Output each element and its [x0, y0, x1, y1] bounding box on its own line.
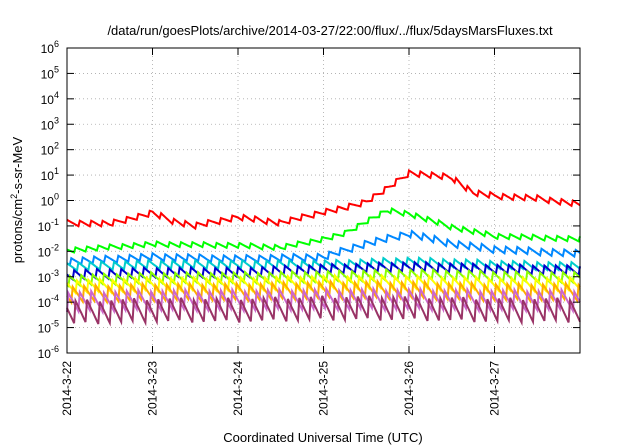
y-tick-base: 10 [41, 67, 55, 81]
x-axis-label: Coordinated Universal Time (UTC) [223, 430, 422, 445]
y-tick-label: 103 [41, 115, 59, 132]
y-tick-exp: 3 [54, 115, 59, 125]
y-tick-exp: -4 [51, 293, 59, 303]
x-tick-label: 2014-3-24 [231, 361, 245, 416]
y-tick-base: 10 [41, 118, 55, 132]
y-tick-exp: 2 [54, 141, 59, 151]
x-tick-label: 2014-3-27 [488, 361, 502, 416]
y-tick-label: 104 [41, 90, 59, 107]
y-tick-label: 10-1 [38, 217, 59, 234]
series-line-10 [66, 292, 581, 327]
y-tick-label: 105 [41, 64, 59, 81]
y-axis-label-post: -s-sr-MeV [10, 136, 25, 193]
y-tick-label: 10-4 [38, 293, 59, 310]
series-line-3 [66, 229, 581, 267]
y-tick-base: 10 [38, 245, 52, 259]
series-line-7 [66, 273, 581, 296]
y-tick-exp: 4 [54, 90, 59, 100]
y-axis-ticks: 10-610-510-410-310-210-11001011021031041… [38, 39, 580, 361]
x-tick-label: 2014-3-22 [60, 361, 74, 416]
y-axis-label-sup: 2 [9, 194, 19, 199]
y-tick-label: 10-3 [38, 268, 59, 285]
x-tick-label: 2014-3-25 [317, 361, 331, 416]
series-layer [66, 168, 581, 327]
y-tick-label: 10-5 [38, 319, 59, 336]
y-tick-base: 10 [38, 271, 52, 285]
x-axis-ticks: 2014-3-22 2014-3-23 2014-3-24 2014-3-25 2014… [60, 48, 502, 416]
y-tick-label: 106 [41, 39, 59, 56]
y-tick-exp: 6 [54, 39, 59, 49]
y-tick-exp: -2 [51, 242, 59, 252]
y-tick-label: 102 [41, 141, 59, 158]
chart-title: /data/run/goesPlots/archive/2014-03-27/2… [107, 23, 553, 38]
y-tick-base: 10 [41, 144, 55, 158]
y-tick-label: 10-2 [38, 242, 59, 259]
series-line-1 [66, 168, 581, 231]
y-tick-exp: -1 [51, 217, 59, 227]
y-axis-label: protons/cm2-s-sr-MeV [9, 136, 25, 263]
y-tick-exp: -3 [51, 268, 59, 278]
series-line-8 [66, 278, 581, 306]
x-tick-label: 2014-3-23 [146, 361, 160, 416]
x-tick-label: 2014-3-26 [402, 361, 416, 416]
y-tick-base: 10 [38, 347, 52, 361]
y-tick-label: 10-6 [38, 344, 59, 361]
y-tick-base: 10 [41, 42, 55, 56]
y-tick-base: 10 [38, 322, 52, 336]
y-tick-label: 101 [41, 166, 59, 183]
series-line-2 [66, 206, 581, 254]
y-tick-base: 10 [38, 220, 52, 234]
y-tick-exp: -5 [51, 319, 59, 329]
y-tick-base: 10 [38, 296, 52, 310]
y-tick-base: 10 [41, 169, 55, 183]
y-tick-exp: 0 [54, 192, 59, 202]
y-tick-exp: 5 [54, 64, 59, 74]
y-tick-base: 10 [41, 195, 55, 209]
y-tick-exp: 1 [54, 166, 59, 176]
y-tick-base: 10 [41, 93, 55, 107]
y-tick-label: 100 [41, 192, 59, 209]
y-tick-exp: -6 [51, 344, 59, 354]
series-line-4 [66, 255, 581, 273]
series-line-9 [66, 285, 581, 316]
y-axis-label-pre: protons/cm [10, 199, 25, 263]
